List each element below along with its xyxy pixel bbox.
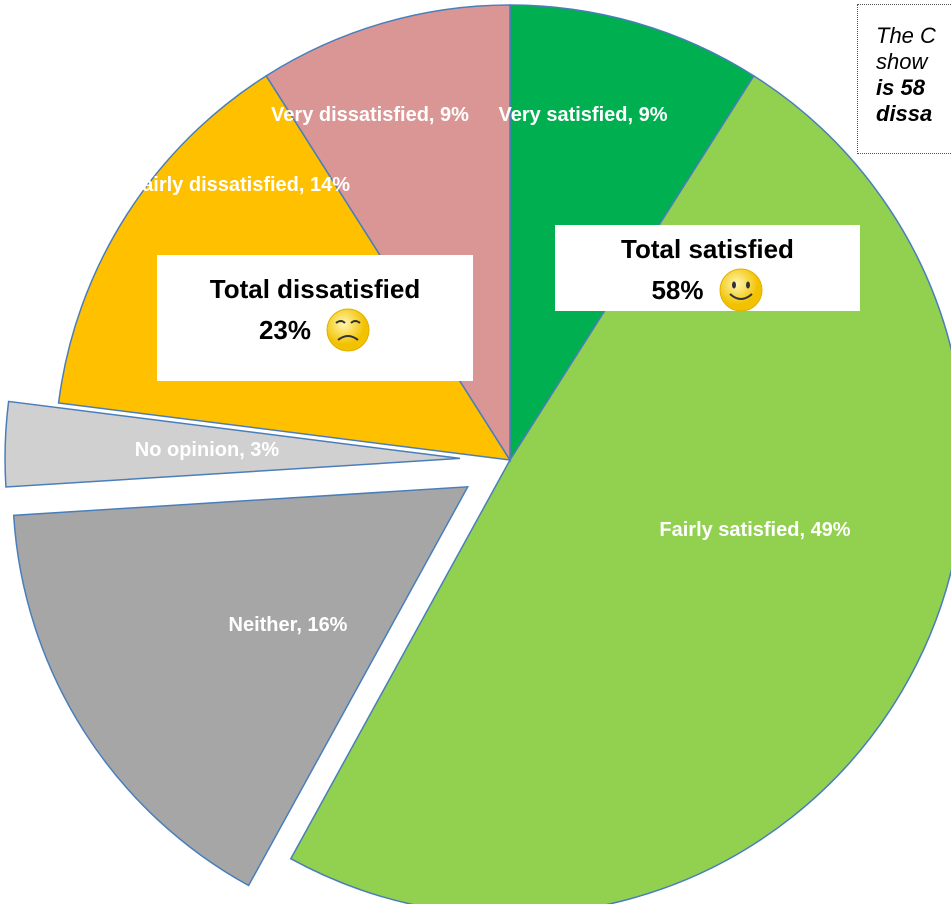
data-label: Very satisfied, 9% xyxy=(498,104,668,126)
annotation-text: Total satisfied xyxy=(621,234,794,264)
pie-slice xyxy=(4,400,461,488)
annotation-box: Total dissatisfied 23% xyxy=(157,255,473,381)
annotation-text: Total dissatisfied xyxy=(209,274,421,304)
note-line: dissa xyxy=(876,101,933,126)
note-box: The C show is 58 dissa xyxy=(857,4,951,154)
data-label: Fairly satisfied, 49% xyxy=(659,519,851,541)
annotation-row: 58% xyxy=(555,267,860,313)
frown-icon xyxy=(326,308,370,352)
data-label: No opinion, 3% xyxy=(134,439,280,461)
annotation-box: Total satisfied 58% xyxy=(555,225,860,313)
annotation-row: 23% xyxy=(157,307,473,353)
pie-slice xyxy=(12,485,470,887)
annotation-value: 23% xyxy=(258,315,312,345)
note-line: The C xyxy=(876,23,936,48)
data-label: Fairly dissatisfied, 14% xyxy=(129,174,351,196)
note-line: is 58 xyxy=(876,75,925,100)
smiley-icon xyxy=(719,268,763,312)
data-label: Very dissatisfied, 9% xyxy=(271,104,469,126)
note-line: show xyxy=(876,49,928,74)
data-label: Neither, 16% xyxy=(228,614,348,636)
annotation-value: 58% xyxy=(651,275,704,305)
